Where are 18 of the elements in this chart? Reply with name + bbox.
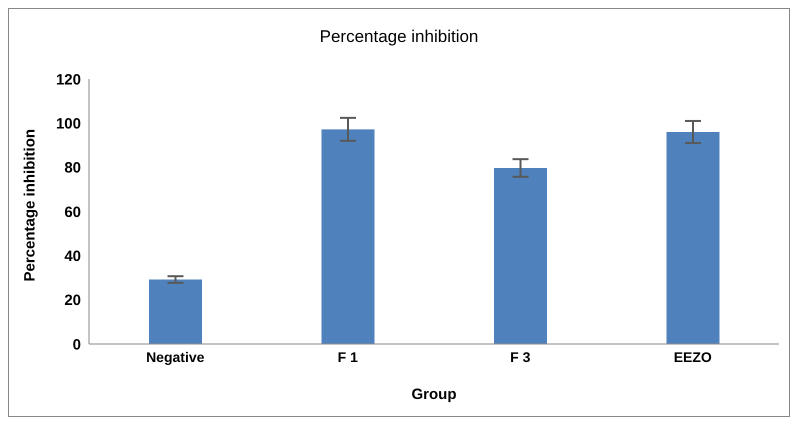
y-tick-label: 20	[64, 292, 81, 310]
y-tick-label: 120	[56, 71, 81, 88]
bar	[494, 168, 547, 344]
x-tick-label: EEZO	[674, 348, 712, 365]
chart-title: Percentage inhibition	[318, 27, 480, 47]
y-tick-label: 100	[56, 115, 81, 132]
y-tick-label: 60	[64, 204, 81, 221]
x-tick-label: F 1	[338, 348, 358, 365]
x-tick-label: F 3	[510, 348, 531, 365]
bar	[149, 280, 202, 344]
y-axis-title: Percentage inhibition	[21, 128, 38, 282]
x-axis-title: Group	[412, 386, 456, 403]
x-tick-label: Negative	[146, 348, 205, 365]
y-tick-label: 40	[64, 248, 81, 265]
y-tick-label: 80	[64, 160, 81, 177]
y-tick-label: 0	[72, 336, 81, 354]
bar	[322, 129, 374, 344]
bar	[666, 132, 720, 344]
